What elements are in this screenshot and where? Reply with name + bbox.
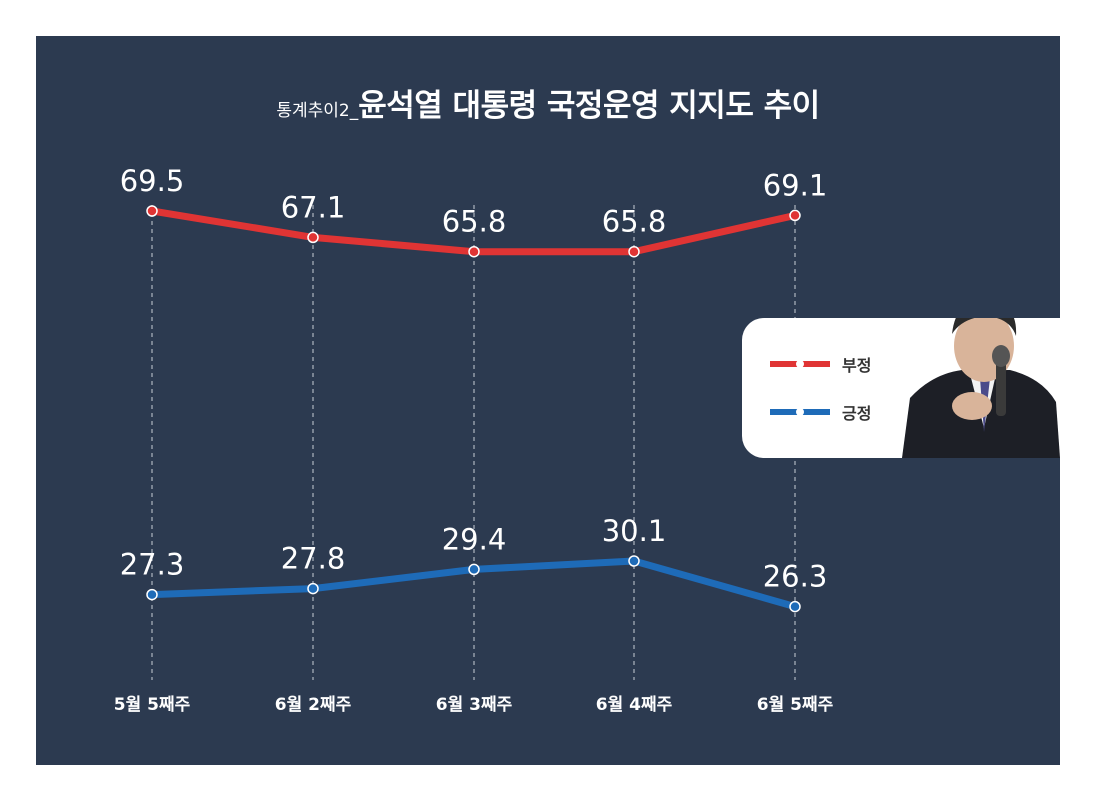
data-label-negative-1: 69.5 [120, 164, 185, 198]
data-label-negative-5: 69.1 [763, 168, 828, 202]
x-tick-label-4: 6월 4째주 [596, 695, 673, 715]
data-label-negative-4: 65.8 [602, 205, 667, 239]
x-tick-label-3: 6월 3째주 [436, 695, 513, 715]
legend: 부정 긍정 [742, 318, 1060, 458]
legend-label-positive: 긍정 [842, 404, 872, 423]
data-point-negative-5 [789, 209, 801, 222]
data-point-positive-5 [789, 600, 801, 613]
legend-swatch-negative [770, 360, 830, 368]
data-point-negative-2 [307, 231, 319, 244]
chart-title-prefix: 통계추이2_ [276, 101, 359, 121]
x-tick-label-2: 6월 2째주 [275, 695, 352, 715]
data-label-negative-2: 67.1 [281, 190, 346, 224]
legend-item-negative: 부정 [770, 352, 871, 376]
legend-swatch-positive [770, 408, 830, 416]
data-label-negative-3: 65.8 [442, 205, 507, 239]
data-label-positive-5: 26.3 [763, 560, 828, 594]
data-point-negative-4 [628, 245, 640, 258]
x-tick-label-1: 5월 5째주 [114, 695, 191, 715]
data-point-positive-2 [307, 582, 319, 595]
data-point-negative-1 [146, 205, 158, 217]
data-point-positive-1 [146, 588, 158, 601]
data-point-positive-4 [628, 555, 640, 567]
person-photo-illustration [892, 318, 1060, 458]
data-label-positive-3: 29.4 [442, 522, 507, 556]
x-tick-label-5: 6월 5째주 [757, 695, 834, 715]
legend-swatch-negative-dot [796, 360, 804, 368]
data-label-positive-2: 27.8 [281, 542, 346, 576]
legend-label-negative: 부정 [842, 356, 872, 375]
data-point-positive-3 [468, 563, 480, 576]
chart-title-main: 윤석열 대통령 국정운영 지지도 추이 [358, 88, 820, 124]
data-label-positive-1: 27.3 [120, 548, 185, 582]
legend-swatch-positive-dot [796, 408, 804, 416]
legend-item-positive: 긍정 [770, 400, 871, 424]
chart-title: 통계추이2_윤석열 대통령 국정운영 지지도 추이 [0, 80, 1096, 125]
data-point-negative-3 [468, 245, 480, 258]
data-label-positive-4: 30.1 [602, 514, 667, 548]
